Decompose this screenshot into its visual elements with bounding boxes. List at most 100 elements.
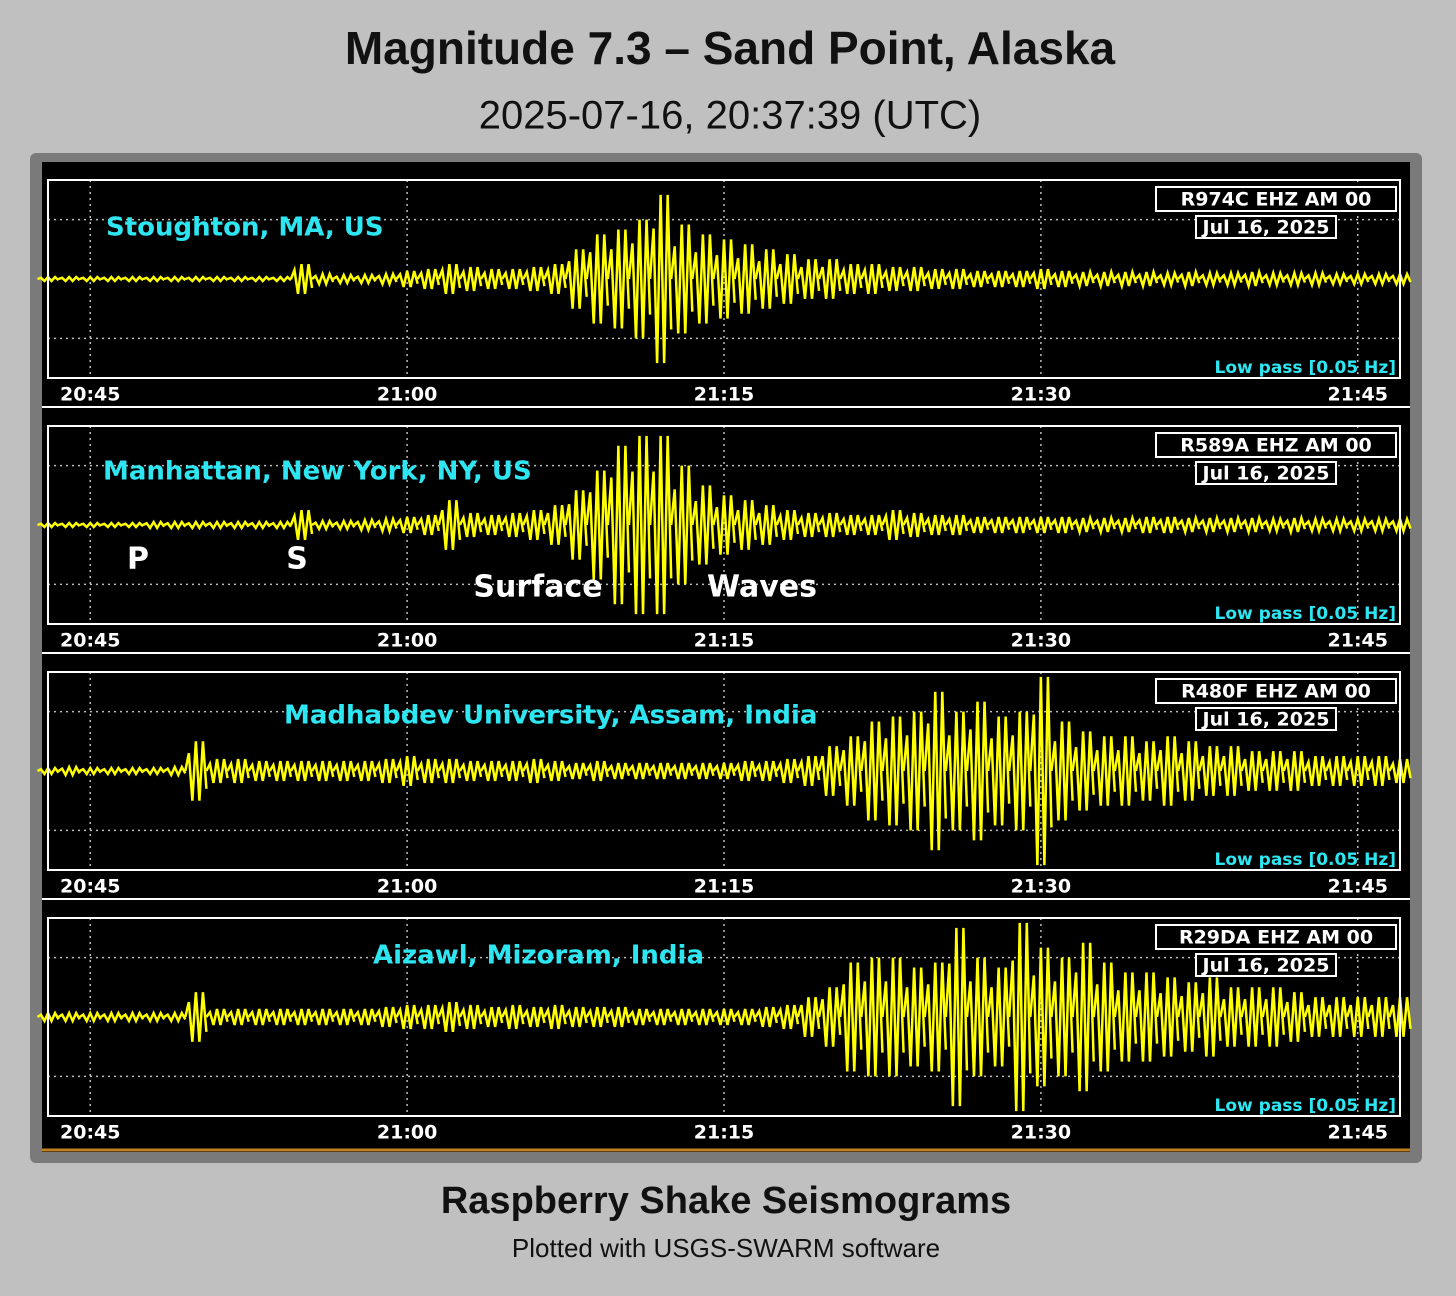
trace-segment	[332, 760, 356, 782]
trace-segment	[289, 263, 314, 295]
trace-segment	[627, 762, 652, 780]
trace-segment	[1240, 987, 1264, 1047]
trace-segment	[1346, 270, 1370, 288]
trace-segment	[311, 517, 335, 533]
annotation: Surface	[473, 570, 602, 605]
trace-segment	[691, 1008, 715, 1026]
trace-segment	[1007, 711, 1032, 831]
trace-segment	[733, 760, 757, 782]
trace-segment	[1282, 513, 1307, 537]
x-tick-label: 20:45	[60, 630, 120, 652]
trace-segment	[522, 509, 546, 541]
trace-segment	[184, 741, 208, 801]
trace-segment	[1092, 513, 1117, 537]
trace-segment	[1303, 755, 1328, 787]
trace-segment	[79, 521, 102, 529]
trace-segment	[311, 1008, 335, 1026]
trace-segment	[1156, 516, 1180, 534]
trace-segment	[1050, 957, 1074, 1077]
trace-segment	[289, 1008, 314, 1026]
trace-segment	[1282, 268, 1307, 290]
trace-segment	[1050, 721, 1074, 821]
trace-segment	[1113, 267, 1138, 291]
trace-segment	[648, 435, 673, 615]
trace-segment	[987, 270, 1011, 288]
trace-segment	[437, 1001, 462, 1033]
trace-segment	[1198, 977, 1222, 1057]
trace-segment	[437, 500, 462, 550]
trace-segment	[121, 765, 145, 777]
trace-segment	[669, 465, 694, 585]
trace-segment	[1177, 267, 1201, 291]
trace-segment	[184, 519, 208, 531]
x-tick-label: 21:45	[1328, 384, 1388, 406]
x-tick-label: 21:00	[377, 1122, 437, 1144]
plot-border	[47, 671, 1401, 871]
filter-label: Low pass [0.05 Hz]	[1215, 1096, 1396, 1116]
trace-segment	[374, 514, 398, 536]
trace-segment	[543, 1004, 567, 1030]
trace-segment	[395, 755, 419, 787]
trace-segment	[353, 516, 377, 534]
trace-segment	[1007, 922, 1032, 1112]
trace-segment	[289, 509, 314, 541]
trace-segment	[163, 763, 187, 779]
annotation: P	[127, 542, 149, 577]
trace-segment	[1282, 992, 1307, 1042]
legend-date-box	[1195, 953, 1337, 977]
legend-box	[1155, 678, 1397, 704]
trace-segment	[1176, 741, 1201, 801]
trace-segment	[458, 1004, 483, 1030]
footer-title: Raspberry Shake Seismograms	[441, 1180, 1011, 1222]
plot-border	[47, 179, 1401, 379]
trace-segment	[817, 746, 842, 796]
title: Magnitude 7.3 – Sand Point, Alaska	[345, 22, 1116, 74]
trace-segment	[923, 962, 948, 1072]
trace-segment	[838, 962, 863, 1072]
legend-date: Jul 16, 2025	[1201, 217, 1330, 239]
trace-segment	[691, 762, 715, 780]
trace-segment	[1092, 736, 1117, 806]
trace-segment	[881, 266, 905, 292]
trace-segment	[1304, 268, 1328, 290]
legend-station: R480F EHZ AM 00	[1181, 681, 1371, 703]
trace-segment	[437, 758, 462, 784]
trace-segment	[775, 509, 800, 541]
trace-segment	[606, 1006, 631, 1028]
x-tick-label: 21:30	[1011, 384, 1071, 406]
trace-segment	[564, 1006, 588, 1028]
x-tick-label: 21:15	[694, 630, 754, 652]
trace-segment	[754, 1006, 779, 1028]
legend-date: Jul 16, 2025	[1201, 955, 1330, 977]
trace-segment	[142, 519, 166, 531]
trace-segment	[57, 763, 81, 779]
trace-segment	[1219, 746, 1243, 796]
trace-segment	[416, 1004, 441, 1030]
trace-segment	[1346, 755, 1370, 787]
x-tick-label: 20:45	[60, 384, 120, 406]
legend-date-box	[1195, 461, 1337, 485]
trace-segment	[100, 1009, 124, 1025]
trace-segment	[1367, 997, 1391, 1037]
trace-segment	[58, 275, 81, 283]
trace-segment	[247, 1008, 272, 1026]
trace-segment	[1261, 751, 1286, 791]
trace-segment	[1219, 987, 1243, 1047]
annotation: Waves	[707, 570, 817, 605]
trace-segment	[1155, 977, 1180, 1057]
trace-segment	[479, 514, 504, 536]
trace-segment	[247, 760, 272, 782]
trace-segment	[100, 765, 123, 777]
trace-segment	[733, 1008, 757, 1026]
x-tick-label: 21:45	[1328, 630, 1388, 652]
trace-segment	[353, 1008, 377, 1026]
trace-segment	[627, 1008, 652, 1026]
trace-segment	[289, 760, 314, 782]
trace-segment	[479, 760, 504, 782]
trace-segment	[712, 495, 736, 555]
filter-label: Low pass [0.05 Hz]	[1215, 358, 1396, 378]
trace-segment	[416, 758, 441, 784]
trace-segment	[79, 765, 102, 777]
filter-label: Low pass [0.05 Hz]	[1215, 850, 1396, 870]
